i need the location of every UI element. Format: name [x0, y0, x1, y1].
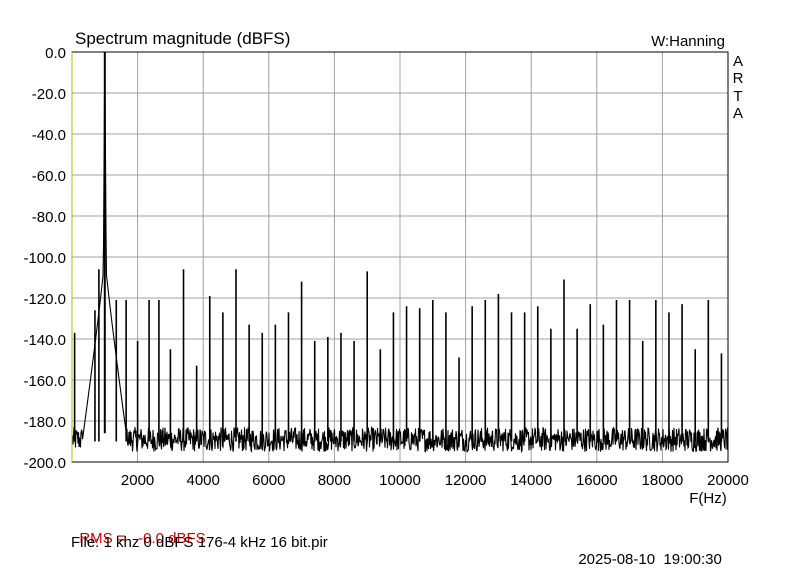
- y-tick-labels: 0.0 -20.0 -40.0 -60.0 -80.0 -100.0 -120.0 -140.…: [23, 45, 66, 472]
- x-tick-label: 2000: [121, 472, 154, 489]
- window-label: W:Hanning: [651, 33, 725, 50]
- brand-letter: A: [733, 53, 743, 70]
- timestamp: 2025-08-10 19:00:30: [570, 534, 722, 568]
- date-text: 2025-08-10: [578, 551, 656, 568]
- x-tick-label: 14000: [510, 472, 552, 489]
- y-tick-label: -100.0: [23, 250, 66, 267]
- file-name: File: 1 khz 0 dBFS 176-4 kHz 16 bit.pir: [71, 534, 328, 551]
- x-tick-label: 4000: [187, 472, 220, 489]
- y-tick-label: -40.0: [32, 127, 66, 144]
- x-tick-labels: 2000 4000 6000 8000 10000 12000 14000 16000 1800…: [121, 472, 749, 489]
- spectrum-chart: 0.0 -20.0 -40.0 -60.0 -80.0 -100.0 -120.0 -140.…: [23, 29, 749, 507]
- y-tick-label: -120.0: [23, 291, 66, 308]
- y-tick-label: -60.0: [32, 168, 66, 185]
- y-tick-label: -160.0: [23, 373, 66, 390]
- rms-value: -0.0 dBFS: [138, 530, 206, 547]
- x-tick-label: 16000: [576, 472, 618, 489]
- y-tick-label: -80.0: [32, 209, 66, 226]
- y-tick-label: -180.0: [23, 414, 66, 431]
- harmonic-peaks: [73, 52, 723, 442]
- x-axis-label: F(Hz): [689, 490, 727, 507]
- brand-letter: A: [733, 105, 743, 122]
- brand-letter: T: [733, 88, 742, 105]
- y-tick-label: 0.0: [45, 45, 66, 62]
- y-tick-label: -140.0: [23, 332, 66, 349]
- x-tick-label: 8000: [318, 472, 351, 489]
- x-tick-label: 12000: [445, 472, 487, 489]
- rms-label: RMS =: [79, 530, 126, 547]
- y-tick-label: -20.0: [32, 86, 66, 103]
- brand-letter: R: [733, 70, 744, 87]
- chart-title: Spectrum magnitude (dBFS): [75, 29, 290, 48]
- spectrum-series-line: [71, 81, 729, 454]
- brand-logo: A R T A: [733, 53, 744, 122]
- x-tick-label: 10000: [379, 472, 421, 489]
- x-tick-label: 6000: [252, 472, 285, 489]
- rms-readout: RMS = -0.0 dBFS: [71, 513, 206, 547]
- x-tick-label: 20000: [707, 472, 749, 489]
- x-tick-label: 18000: [642, 472, 684, 489]
- time-text: 19:00:30: [663, 551, 722, 568]
- y-tick-label: -200.0: [23, 455, 66, 472]
